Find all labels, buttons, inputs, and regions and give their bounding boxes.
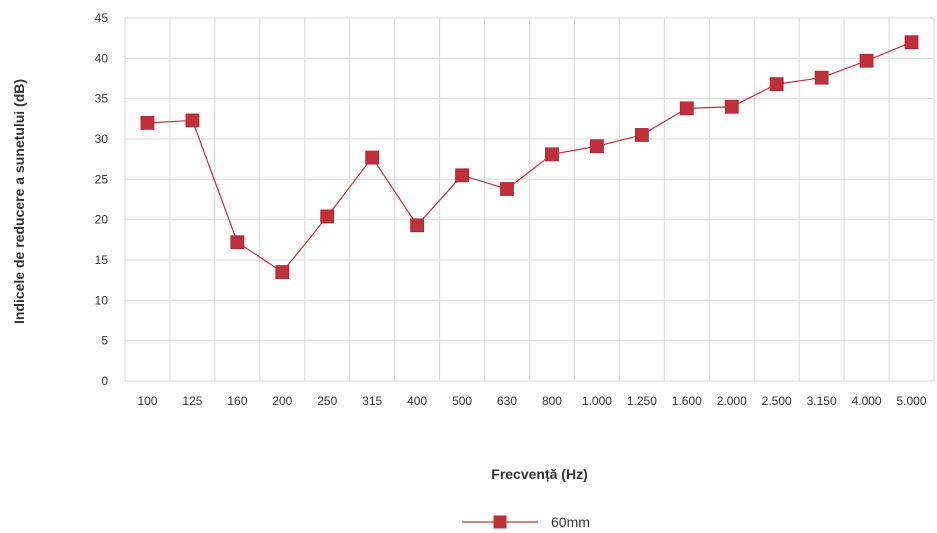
data-point-marker: [769, 77, 784, 92]
gridlines: [124, 17, 935, 382]
legend: 60mm: [462, 514, 590, 530]
data-point-marker: [724, 99, 739, 114]
data-point-marker: [410, 218, 425, 233]
data-point-marker: [904, 35, 919, 50]
data-point-marker: [859, 53, 874, 68]
y-tick-label: 35: [95, 92, 109, 106]
series-group: [140, 35, 919, 280]
y-tick-label: 40: [95, 51, 109, 65]
data-point-marker: [365, 150, 380, 165]
data-point-marker: [230, 235, 245, 250]
x-tick-label: 200: [272, 394, 292, 408]
y-tick-label: 0: [101, 374, 108, 388]
x-tick-label: 2.000: [717, 394, 747, 408]
x-tick-label: 400: [407, 394, 427, 408]
data-point-marker: [140, 115, 155, 130]
x-tick-label: 5.000: [897, 394, 927, 408]
x-tick-label: 1.250: [627, 394, 657, 408]
x-tick-label: 1.000: [582, 394, 612, 408]
x-tick-label: 160: [227, 394, 247, 408]
data-point-marker: [455, 168, 469, 183]
x-tick-label: 1.600: [672, 394, 702, 408]
data-point-marker: [275, 265, 290, 280]
x-axis-title: Frecvență (Hz): [491, 466, 587, 482]
y-tick-label: 5: [101, 334, 108, 348]
x-tick-label: 315: [362, 394, 382, 408]
series-line: [147, 41, 912, 273]
x-tick-label: 3.150: [807, 394, 837, 408]
x-tick-label: 500: [452, 394, 472, 408]
legend-square-marker-icon: [493, 515, 507, 529]
y-tick-label: 25: [95, 172, 109, 186]
x-tick-label: 800: [542, 394, 562, 408]
data-point-marker: [185, 113, 200, 128]
data-point-marker: [590, 139, 604, 154]
x-tick-label: 2.500: [762, 394, 792, 408]
data-point-marker: [814, 70, 829, 85]
y-tick-label: 20: [95, 213, 109, 227]
y-axis-title: Indicele de reducere a sunetului (dB): [11, 79, 27, 324]
x-axis-ticks: 100 125 160 200 250 315 400 500 630 800 1.000 1.250…: [137, 394, 926, 408]
y-tick-label: 10: [95, 293, 109, 307]
x-tick-label: 100: [137, 394, 157, 408]
x-tick-label: 125: [182, 394, 202, 408]
y-axis-ticks: 0 5 10 15 20 25 30 35 40 45: [95, 11, 109, 388]
data-point-marker: [545, 147, 559, 162]
x-tick-label: 250: [317, 394, 337, 408]
data-point-marker: [500, 182, 514, 196]
y-tick-label: 45: [95, 11, 109, 25]
legend-label: 60mm: [551, 514, 590, 530]
data-point-marker: [679, 101, 694, 116]
y-tick-label: 30: [95, 132, 109, 146]
x-tick-label: 630: [497, 394, 517, 408]
x-tick-label: 4.000: [852, 394, 882, 408]
data-point-marker: [634, 128, 649, 142]
data-point-marker: [320, 209, 335, 224]
y-tick-label: 15: [95, 253, 109, 267]
